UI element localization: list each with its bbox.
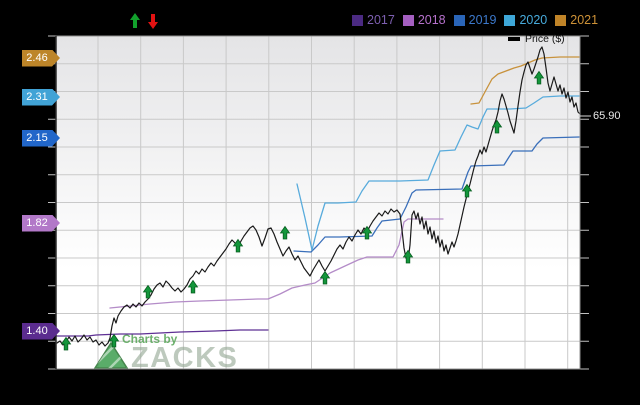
estimate-up-arrow-marker bbox=[402, 249, 414, 264]
estimate-up-arrow-marker bbox=[108, 333, 120, 348]
estimate-up-arrow-marker bbox=[187, 279, 199, 294]
estimate-up-arrow-marker bbox=[142, 284, 154, 299]
watermark-zacks: ZACKS bbox=[131, 342, 238, 374]
legend-item-2017[interactable]: 2017 bbox=[352, 13, 395, 27]
legend-item-2018[interactable]: 2018 bbox=[402, 13, 446, 27]
price-line-swatch bbox=[508, 37, 520, 41]
price-axis-label: 65.90 bbox=[593, 110, 621, 122]
logo-stripe bbox=[97, 353, 125, 368]
up-arrow-icon bbox=[130, 13, 140, 28]
series-line-price- bbox=[56, 46, 581, 347]
estimate-up-arrow-marker bbox=[232, 238, 244, 253]
estimate-up-arrow-marker bbox=[491, 119, 503, 134]
legend-swatch bbox=[555, 14, 567, 26]
y-axis-value-tag-1.82: 1.82 bbox=[22, 214, 60, 232]
logo-stripe bbox=[95, 345, 115, 368]
estimate-up-arrow-marker bbox=[361, 225, 373, 240]
zacks-logo-triangle-icon bbox=[93, 341, 129, 369]
series-line-2018 bbox=[109, 218, 444, 309]
series-line-2019 bbox=[293, 136, 580, 253]
y-axis-value-tag-2.46: 2.46 bbox=[22, 49, 60, 67]
legend-swatch bbox=[453, 14, 465, 26]
series-line-2021 bbox=[470, 56, 580, 105]
plot-border bbox=[55, 35, 581, 370]
series-line-2017 bbox=[56, 329, 269, 337]
legend-year-label: 2019 bbox=[468, 13, 497, 27]
logo-stripe bbox=[107, 361, 127, 368]
down-arrow-icon bbox=[148, 14, 158, 29]
y-axis-value-tag-1.40: 1.40 bbox=[22, 322, 60, 340]
estimate-up-arrow-marker bbox=[60, 336, 72, 351]
legend-item-2020[interactable]: 2020 bbox=[504, 13, 547, 27]
plot-background bbox=[56, 36, 580, 369]
watermark-charts-by: Charts by bbox=[122, 332, 178, 346]
price-legend-label: Price ($) bbox=[525, 33, 565, 45]
price-movement-indicators bbox=[130, 13, 158, 29]
estimate-up-arrow-marker bbox=[461, 183, 473, 198]
legend-swatch bbox=[402, 14, 414, 26]
legend-year-label: 2020 bbox=[519, 13, 548, 27]
legend-year-label: 2021 bbox=[570, 13, 599, 27]
legend-year-label: 2017 bbox=[367, 13, 395, 27]
legend-swatch bbox=[352, 14, 363, 26]
estimate-up-arrow-marker bbox=[279, 225, 291, 240]
legend-year-label: 2018 bbox=[417, 13, 446, 27]
y-axis-value-tag-2.15: 2.15 bbox=[22, 129, 60, 147]
year-legend: 2017 2018 2019 2020 2021 bbox=[352, 13, 606, 27]
y-axis-value-tag-2.31: 2.31 bbox=[22, 88, 60, 106]
price-legend-item[interactable]: Price ($) bbox=[508, 33, 565, 45]
legend-item-2021[interactable]: 2021 bbox=[555, 13, 598, 27]
legend-item-2019[interactable]: 2019 bbox=[453, 13, 497, 27]
estimate-up-arrow-marker bbox=[319, 270, 331, 285]
series-line-2020 bbox=[296, 95, 580, 251]
legend-swatch bbox=[504, 14, 516, 26]
estimate-up-arrow-marker bbox=[533, 70, 545, 85]
